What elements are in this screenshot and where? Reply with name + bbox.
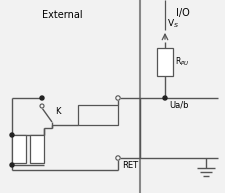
Text: R$_{PU}$: R$_{PU}$ xyxy=(174,56,189,68)
FancyBboxPatch shape xyxy=(12,135,26,163)
Circle shape xyxy=(40,96,44,100)
Text: Cable: Cable xyxy=(86,111,110,119)
Circle shape xyxy=(115,156,120,160)
FancyBboxPatch shape xyxy=(156,48,172,76)
Text: V$_S$: V$_S$ xyxy=(166,18,178,30)
FancyBboxPatch shape xyxy=(30,135,44,163)
Circle shape xyxy=(10,133,14,137)
Text: Ua/b: Ua/b xyxy=(168,100,188,109)
Circle shape xyxy=(10,163,14,167)
Text: External: External xyxy=(41,10,82,20)
Text: RET: RET xyxy=(122,161,137,170)
Text: R$_S$: R$_S$ xyxy=(32,143,42,155)
Circle shape xyxy=(40,104,44,108)
Circle shape xyxy=(162,96,166,100)
Text: K: K xyxy=(55,108,60,117)
Circle shape xyxy=(115,96,120,100)
Text: I/O: I/O xyxy=(175,8,189,18)
FancyBboxPatch shape xyxy=(78,105,117,125)
Text: R$_P$: R$_P$ xyxy=(14,143,24,155)
